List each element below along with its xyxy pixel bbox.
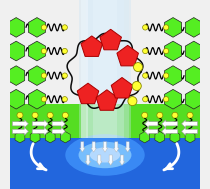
Polygon shape xyxy=(8,89,25,109)
FancyArrow shape xyxy=(91,142,96,152)
FancyArrow shape xyxy=(12,127,29,135)
Circle shape xyxy=(32,112,38,118)
Circle shape xyxy=(41,73,47,78)
FancyArrow shape xyxy=(182,120,198,128)
Polygon shape xyxy=(164,18,182,37)
Circle shape xyxy=(163,97,169,102)
Circle shape xyxy=(62,97,67,102)
Circle shape xyxy=(134,63,143,72)
Circle shape xyxy=(41,97,47,102)
Polygon shape xyxy=(164,41,182,61)
Bar xyxy=(10,138,199,189)
Circle shape xyxy=(142,112,148,118)
FancyArrow shape xyxy=(162,120,178,128)
FancyArrow shape xyxy=(32,120,48,128)
Circle shape xyxy=(62,48,67,54)
Bar xyxy=(81,0,129,138)
Circle shape xyxy=(143,25,148,30)
Polygon shape xyxy=(117,45,138,66)
Polygon shape xyxy=(185,18,202,37)
Polygon shape xyxy=(164,89,182,109)
Circle shape xyxy=(143,97,148,102)
Polygon shape xyxy=(28,66,46,85)
Polygon shape xyxy=(111,77,133,98)
Polygon shape xyxy=(28,18,46,37)
Circle shape xyxy=(143,73,148,78)
Polygon shape xyxy=(60,132,70,143)
Polygon shape xyxy=(45,132,55,143)
Polygon shape xyxy=(28,41,46,61)
Bar xyxy=(81,0,88,138)
Circle shape xyxy=(62,73,67,78)
Circle shape xyxy=(187,112,193,118)
Circle shape xyxy=(128,97,137,106)
Circle shape xyxy=(132,81,141,91)
Polygon shape xyxy=(8,18,25,37)
Bar xyxy=(87,0,123,138)
Bar xyxy=(79,0,131,138)
Polygon shape xyxy=(100,29,121,50)
Polygon shape xyxy=(15,132,25,143)
Ellipse shape xyxy=(65,134,145,176)
Polygon shape xyxy=(8,66,25,85)
Polygon shape xyxy=(28,89,46,109)
FancyArrow shape xyxy=(125,142,130,152)
Circle shape xyxy=(41,48,47,54)
FancyArrow shape xyxy=(145,120,158,128)
Ellipse shape xyxy=(79,142,131,168)
Polygon shape xyxy=(155,132,165,143)
FancyArrow shape xyxy=(52,120,65,128)
FancyArrow shape xyxy=(182,127,198,135)
Polygon shape xyxy=(164,66,182,85)
Polygon shape xyxy=(170,132,180,143)
FancyArrow shape xyxy=(102,142,108,152)
Polygon shape xyxy=(185,89,202,109)
Polygon shape xyxy=(77,83,99,104)
Polygon shape xyxy=(185,132,195,143)
Circle shape xyxy=(47,112,53,118)
Circle shape xyxy=(163,25,169,30)
Polygon shape xyxy=(96,90,118,110)
Polygon shape xyxy=(30,132,40,143)
FancyArrow shape xyxy=(145,127,158,135)
FancyArrow shape xyxy=(162,127,178,135)
Circle shape xyxy=(157,112,163,118)
Polygon shape xyxy=(140,132,150,143)
Circle shape xyxy=(172,112,178,118)
Circle shape xyxy=(163,73,169,78)
Circle shape xyxy=(17,112,23,118)
Polygon shape xyxy=(8,41,25,61)
Circle shape xyxy=(41,25,47,30)
FancyArrow shape xyxy=(32,127,48,135)
Circle shape xyxy=(62,25,67,30)
FancyArrow shape xyxy=(85,155,91,165)
Polygon shape xyxy=(185,41,202,61)
Polygon shape xyxy=(185,66,202,85)
FancyArrow shape xyxy=(52,127,65,135)
Bar xyxy=(10,104,199,138)
Ellipse shape xyxy=(90,147,120,163)
FancyArrow shape xyxy=(119,155,125,165)
Circle shape xyxy=(163,48,169,54)
Circle shape xyxy=(62,112,68,118)
Circle shape xyxy=(143,48,148,54)
FancyArrow shape xyxy=(114,142,119,152)
FancyArrow shape xyxy=(97,155,102,165)
FancyArrow shape xyxy=(108,155,113,165)
Polygon shape xyxy=(81,36,102,57)
Bar xyxy=(93,0,117,138)
FancyArrow shape xyxy=(80,142,85,152)
FancyArrow shape xyxy=(12,120,29,128)
